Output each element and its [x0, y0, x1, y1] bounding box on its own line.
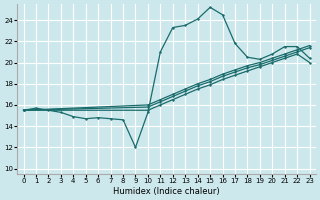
X-axis label: Humidex (Indice chaleur): Humidex (Indice chaleur) — [113, 187, 220, 196]
